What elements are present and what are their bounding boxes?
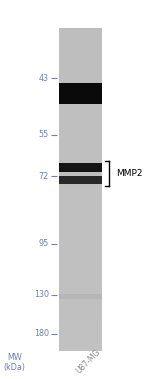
- Bar: [59, 157, 102, 168]
- Bar: [59, 329, 102, 340]
- Bar: [59, 146, 102, 157]
- Text: 180: 180: [34, 329, 49, 338]
- Bar: [59, 38, 102, 49]
- Bar: [59, 60, 102, 71]
- Bar: [59, 265, 102, 276]
- Bar: [59, 83, 102, 104]
- Bar: [59, 243, 102, 254]
- Bar: [59, 168, 102, 179]
- Bar: [59, 319, 102, 329]
- Bar: [59, 135, 102, 146]
- Text: U87-MG: U87-MG: [75, 348, 102, 375]
- Bar: [59, 81, 102, 92]
- Bar: [59, 211, 102, 222]
- Bar: [59, 103, 102, 114]
- Bar: [59, 232, 102, 243]
- Text: 72: 72: [38, 172, 49, 181]
- Text: MMP2: MMP2: [116, 169, 143, 178]
- Bar: [59, 114, 102, 125]
- Bar: [59, 28, 102, 351]
- Text: 43: 43: [39, 74, 49, 83]
- Bar: [59, 28, 102, 38]
- Text: MW
(kDa): MW (kDa): [3, 353, 25, 372]
- Bar: [59, 176, 102, 184]
- Bar: [59, 286, 102, 297]
- Bar: [59, 308, 102, 319]
- Bar: [59, 179, 102, 189]
- Bar: [59, 71, 102, 81]
- Bar: [59, 254, 102, 265]
- Bar: [59, 222, 102, 232]
- Bar: [59, 125, 102, 135]
- Bar: [59, 92, 102, 103]
- Bar: [59, 294, 102, 299]
- Bar: [59, 49, 102, 60]
- Bar: [59, 200, 102, 211]
- Bar: [59, 297, 102, 308]
- Text: 130: 130: [34, 290, 49, 299]
- Bar: [59, 163, 102, 172]
- Text: 55: 55: [38, 130, 49, 139]
- Bar: [59, 276, 102, 286]
- Bar: [59, 189, 102, 200]
- Text: 95: 95: [38, 239, 49, 248]
- Bar: [59, 340, 102, 351]
